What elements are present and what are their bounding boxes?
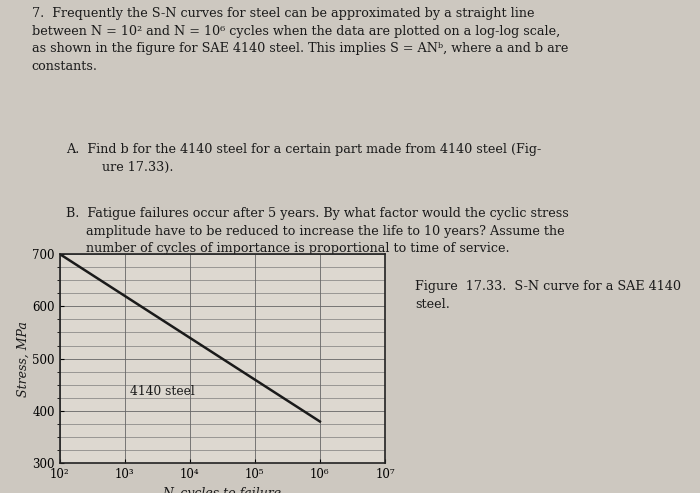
Text: 4140 steel: 4140 steel — [130, 386, 195, 398]
Text: Figure  17.33.  S-N curve for a SAE 4140
steel.: Figure 17.33. S-N curve for a SAE 4140 s… — [415, 280, 681, 311]
Text: 7.  Frequently the S-N curves for steel can be approximated by a straight line
b: 7. Frequently the S-N curves for steel c… — [32, 7, 568, 73]
Text: B.  Fatigue failures occur after 5 years. By what factor would the cyclic stress: B. Fatigue failures occur after 5 years.… — [66, 207, 569, 255]
Y-axis label: Stress, MPa: Stress, MPa — [16, 321, 29, 396]
Text: A.  Find b for the 4140 steel for a certain part made from 4140 steel (Fig-
    : A. Find b for the 4140 steel for a certa… — [66, 143, 542, 174]
X-axis label: N, cycles to failure: N, cycles to failure — [162, 487, 282, 493]
